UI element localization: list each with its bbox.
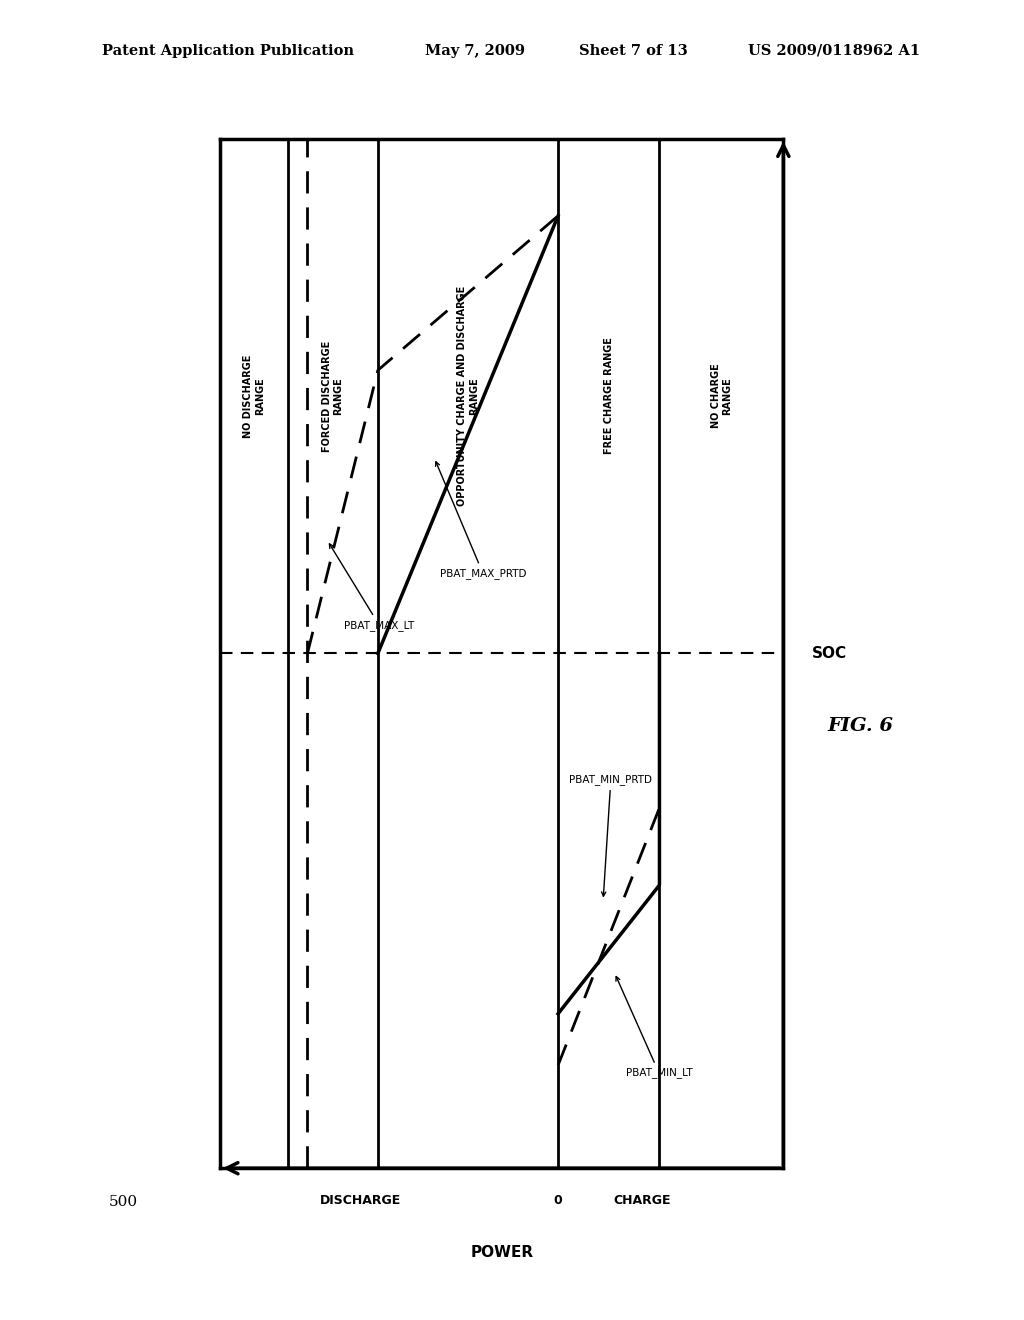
Text: Sheet 7 of 13: Sheet 7 of 13: [579, 44, 687, 58]
Text: PBAT_MIN_LT: PBAT_MIN_LT: [616, 977, 692, 1078]
Text: FREE CHARGE RANGE: FREE CHARGE RANGE: [604, 338, 613, 454]
Text: OPPORTUNITY CHARGE AND DISCHARGE
RANGE: OPPORTUNITY CHARGE AND DISCHARGE RANGE: [457, 286, 479, 506]
Text: 500: 500: [109, 1195, 137, 1209]
Text: SOC: SOC: [812, 645, 847, 661]
Text: NO DISCHARGE
RANGE: NO DISCHARGE RANGE: [243, 354, 265, 438]
Text: DISCHARGE: DISCHARGE: [321, 1193, 401, 1206]
Text: FORCED DISCHARGE
RANGE: FORCED DISCHARGE RANGE: [322, 341, 344, 451]
Text: NO CHARGE
RANGE: NO CHARGE RANGE: [711, 363, 732, 429]
Text: US 2009/0118962 A1: US 2009/0118962 A1: [748, 44, 920, 58]
Text: May 7, 2009: May 7, 2009: [425, 44, 525, 58]
Text: PBAT_MAX_LT: PBAT_MAX_LT: [330, 544, 415, 631]
Text: 0: 0: [554, 1193, 562, 1206]
Text: CHARGE: CHARGE: [613, 1193, 672, 1206]
Text: Patent Application Publication: Patent Application Publication: [102, 44, 354, 58]
Text: PBAT_MIN_PRTD: PBAT_MIN_PRTD: [569, 774, 652, 896]
Text: FIG. 6: FIG. 6: [827, 717, 893, 735]
Text: PBAT_MAX_PRTD: PBAT_MAX_PRTD: [435, 462, 526, 579]
Text: POWER: POWER: [470, 1245, 534, 1261]
